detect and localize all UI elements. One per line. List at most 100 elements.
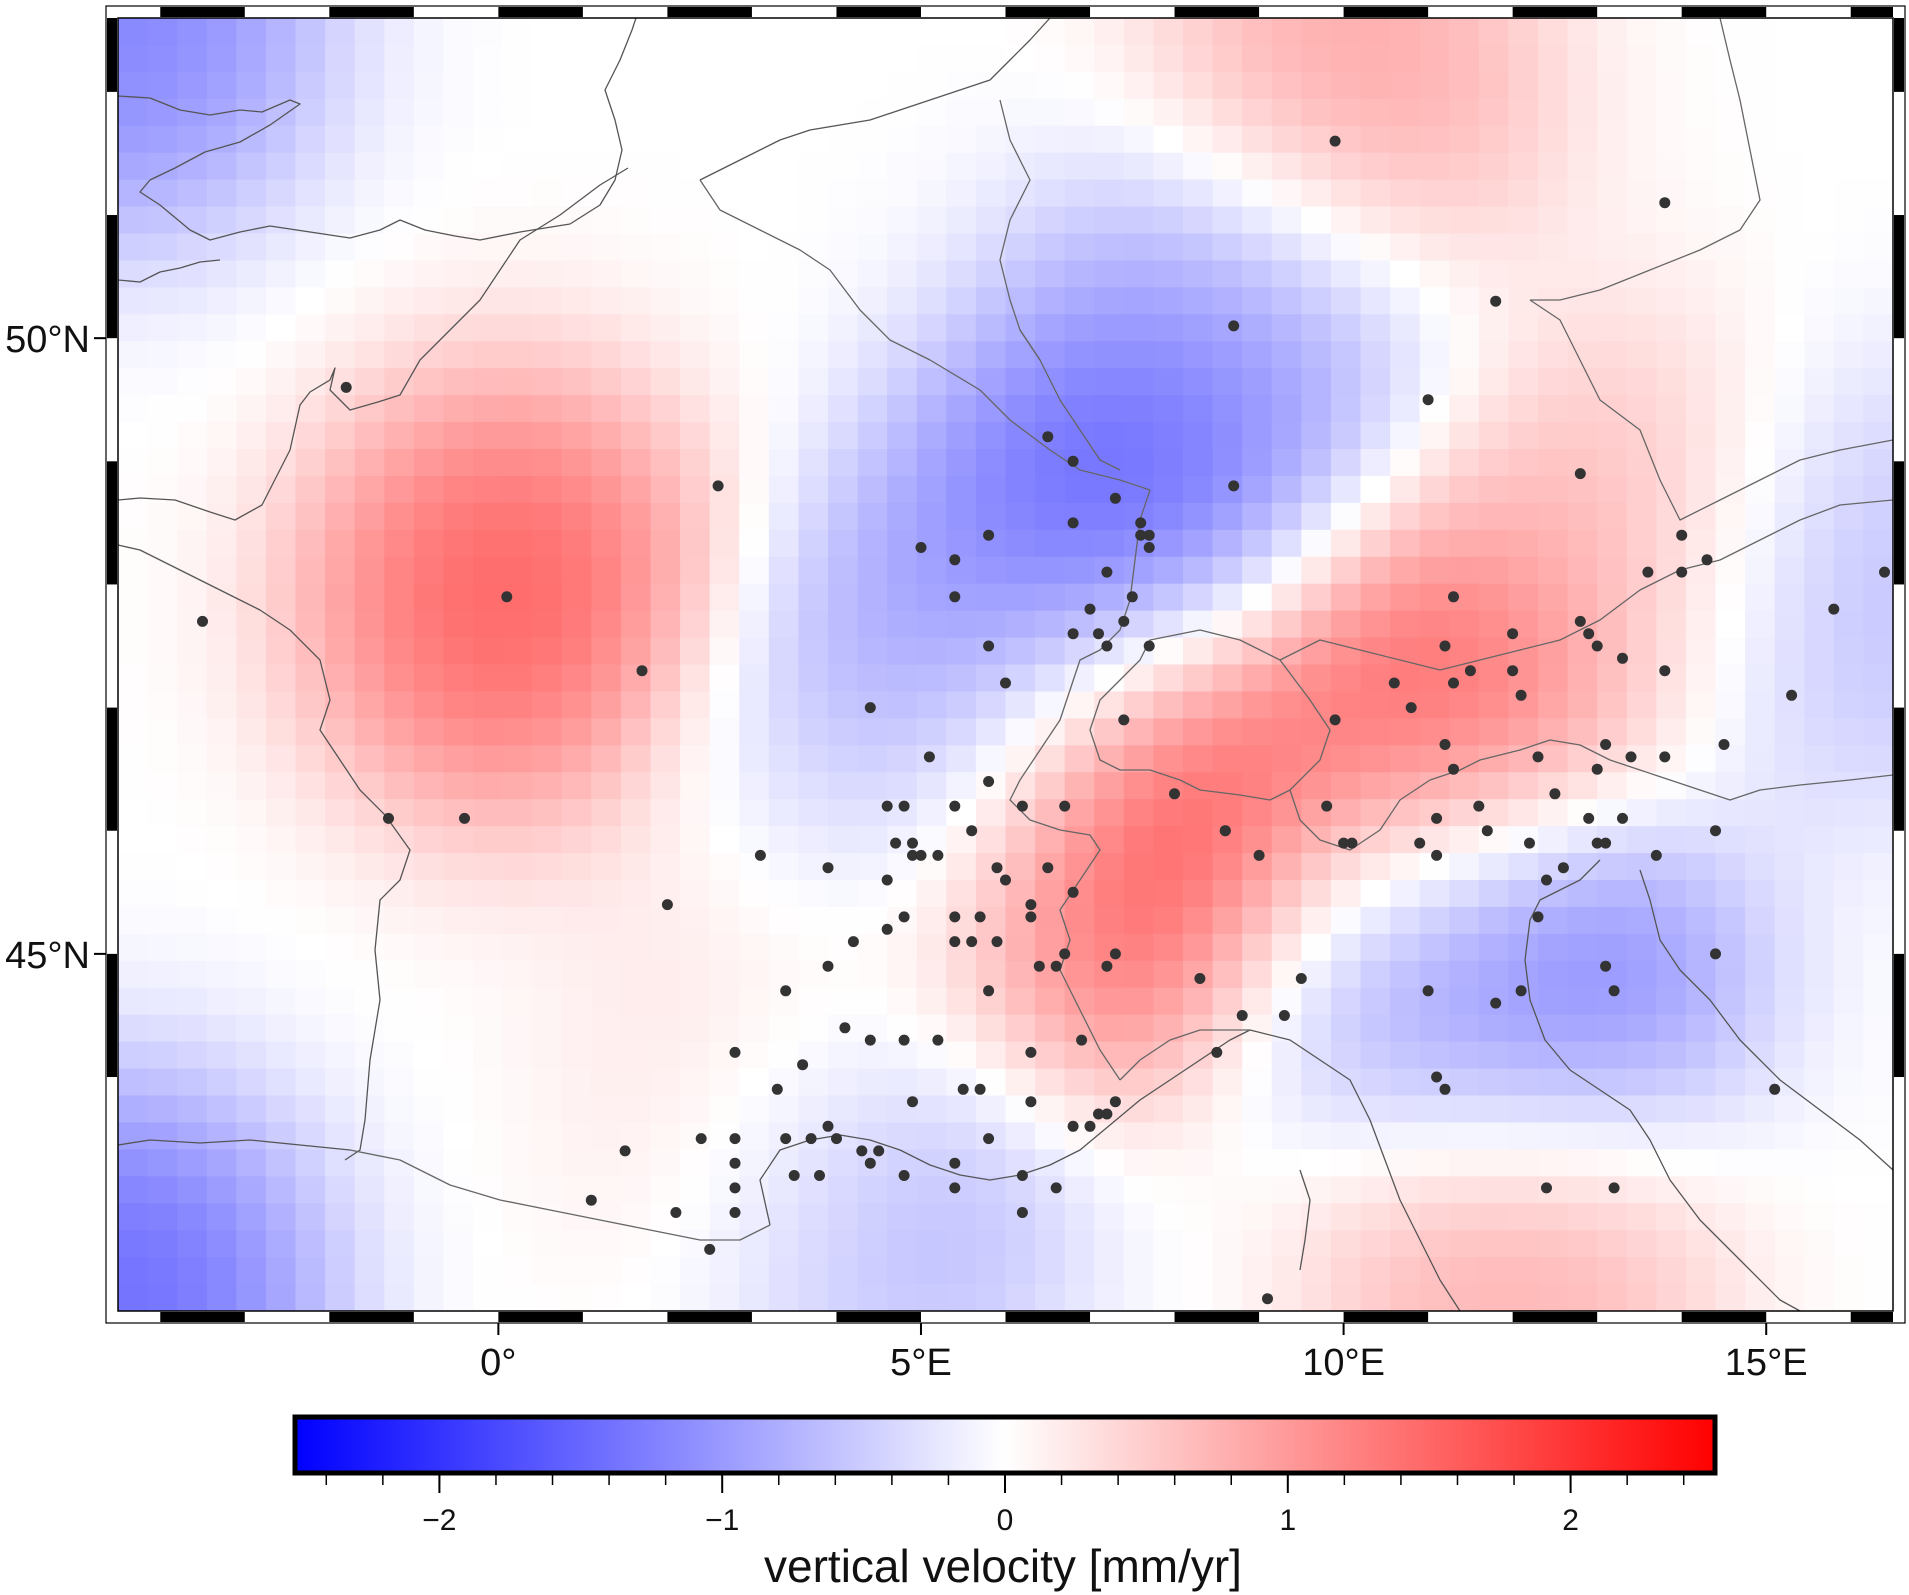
lat-label: 50°N bbox=[5, 319, 90, 361]
field-cell bbox=[1390, 556, 1421, 585]
field-cell bbox=[798, 906, 829, 935]
field-cell bbox=[620, 44, 652, 73]
field-cell bbox=[1390, 637, 1421, 666]
field-cell bbox=[206, 152, 237, 181]
field-cell bbox=[1242, 341, 1273, 369]
field-cell bbox=[887, 341, 918, 369]
field-cell bbox=[354, 341, 385, 369]
field-cell bbox=[325, 718, 356, 746]
field-cell bbox=[1301, 772, 1332, 800]
field-cell bbox=[1745, 826, 1776, 854]
field-cell bbox=[443, 906, 474, 935]
field-cell bbox=[1035, 529, 1066, 558]
field-cell bbox=[1212, 287, 1243, 315]
station-marker bbox=[1448, 677, 1459, 689]
field-cell bbox=[680, 71, 711, 100]
field-cell bbox=[1271, 449, 1302, 477]
field-cell bbox=[325, 583, 356, 612]
field-cell bbox=[1685, 395, 1717, 423]
field-cell bbox=[1774, 1230, 1805, 1258]
field-cell bbox=[1242, 1068, 1273, 1097]
field-cell bbox=[887, 233, 918, 262]
field-cell bbox=[147, 449, 178, 477]
field-cell bbox=[1508, 1257, 1539, 1285]
field-cell bbox=[177, 368, 208, 396]
station-marker bbox=[898, 1034, 910, 1046]
field-cell bbox=[1005, 1230, 1036, 1258]
field-cell bbox=[1035, 583, 1066, 612]
field-cell bbox=[1538, 125, 1569, 154]
field-cell bbox=[1685, 179, 1717, 208]
field-cell bbox=[1626, 44, 1657, 73]
field-cell bbox=[739, 583, 770, 612]
field-cell bbox=[1567, 1284, 1598, 1311]
field-cell bbox=[1626, 395, 1657, 423]
field-cell bbox=[118, 1257, 149, 1285]
field-cell bbox=[1449, 287, 1480, 315]
field-cell bbox=[1005, 18, 1036, 46]
field-cell bbox=[1804, 745, 1835, 773]
field-cell bbox=[768, 664, 800, 693]
field-cell bbox=[1094, 691, 1125, 719]
field-cell bbox=[946, 395, 977, 423]
field-cell bbox=[650, 1176, 681, 1204]
field-cell bbox=[650, 475, 681, 504]
field-cell bbox=[502, 1014, 533, 1043]
field-cell bbox=[591, 314, 622, 342]
field-cell bbox=[1183, 610, 1214, 639]
field-cell bbox=[206, 745, 237, 773]
field-cell bbox=[887, 475, 918, 504]
field-cell bbox=[1478, 71, 1510, 100]
field-cell bbox=[502, 880, 533, 908]
field-cell bbox=[1804, 906, 1835, 935]
field-cell bbox=[1035, 179, 1066, 208]
field-cell bbox=[709, 664, 740, 693]
field-cell bbox=[768, 18, 800, 46]
field-cell bbox=[1597, 1068, 1628, 1097]
field-cell bbox=[1360, 395, 1391, 423]
field-cell bbox=[1123, 395, 1155, 423]
field-cell bbox=[1567, 206, 1598, 235]
field-cell bbox=[887, 1176, 918, 1204]
field-cell bbox=[325, 125, 356, 154]
field-cell bbox=[532, 125, 563, 154]
field-cell bbox=[1271, 475, 1302, 504]
field-cell bbox=[1212, 556, 1243, 585]
field-cell bbox=[1330, 1041, 1362, 1070]
field-cell bbox=[1242, 1095, 1273, 1124]
field-cell bbox=[620, 799, 652, 827]
field-cell bbox=[1833, 637, 1865, 666]
field-cell bbox=[384, 125, 415, 154]
field-cell bbox=[916, 368, 947, 396]
field-cell bbox=[236, 1176, 267, 1204]
field-cell bbox=[236, 826, 267, 854]
field-cell bbox=[768, 583, 800, 612]
field-cell bbox=[1212, 583, 1243, 612]
field-cell bbox=[295, 98, 326, 127]
field-cell bbox=[1656, 880, 1687, 908]
field-cell bbox=[887, 772, 918, 800]
field-cell bbox=[1715, 1041, 1746, 1070]
field-cell bbox=[1478, 395, 1510, 423]
station-marker bbox=[704, 1243, 716, 1255]
field-cell bbox=[413, 152, 445, 181]
field-cell bbox=[680, 1230, 711, 1258]
field-cell bbox=[1390, 1176, 1421, 1204]
field-cell bbox=[916, 502, 947, 531]
frame-tick-left bbox=[107, 461, 117, 585]
field-cell bbox=[413, 1095, 445, 1124]
field-cell bbox=[1094, 1122, 1125, 1150]
field-cell bbox=[443, 1068, 474, 1097]
field-cell bbox=[768, 718, 800, 746]
field-cell bbox=[887, 71, 918, 100]
field-cell bbox=[1330, 1257, 1362, 1285]
field-cell bbox=[265, 1257, 297, 1285]
field-cell bbox=[1390, 314, 1421, 342]
field-cell bbox=[1094, 368, 1125, 396]
field-cell bbox=[620, 341, 652, 369]
field-cell bbox=[946, 691, 977, 719]
field-cell bbox=[887, 287, 918, 315]
station-marker bbox=[1490, 295, 1502, 307]
field-cell bbox=[887, 637, 918, 666]
field-cell bbox=[1123, 1257, 1155, 1285]
